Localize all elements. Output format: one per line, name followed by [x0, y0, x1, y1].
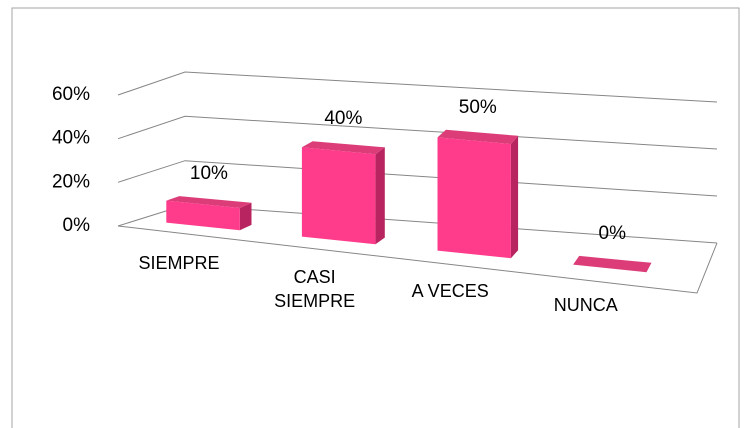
grid-line [117, 115, 718, 150]
bar-side [239, 202, 252, 231]
value-label: 40% [324, 108, 362, 129]
bar [301, 141, 385, 245]
bar-front [301, 147, 376, 245]
bar-front [437, 137, 511, 259]
bar-front [166, 200, 240, 231]
y-tick-label: 40% [52, 128, 90, 149]
chart-border [11, 7, 740, 428]
x-tick-label: CASI SIEMPRE [274, 266, 356, 311]
x-tick-label: A VECES [411, 280, 489, 301]
grid-line [117, 160, 718, 197]
bar-side [375, 147, 385, 245]
bar-side [510, 135, 519, 259]
x-tick-label: NUNCA [553, 294, 618, 315]
bar [166, 196, 252, 231]
bar-top [573, 255, 652, 273]
y-tick-label: 20% [52, 171, 90, 192]
grid-line [117, 71, 718, 103]
bar [437, 129, 519, 259]
value-label: 50% [459, 97, 497, 118]
y-tick-label: 60% [52, 84, 90, 105]
bar-top [166, 196, 252, 208]
value-label: 10% [190, 163, 228, 184]
x-tick-label: SIEMPRE [138, 252, 220, 273]
bar-top [301, 141, 385, 155]
value-label: 0% [599, 223, 627, 244]
y-tick-label: 0% [63, 215, 91, 236]
bar [573, 255, 652, 273]
floor-edge [117, 225, 718, 294]
bar-top [437, 129, 519, 145]
